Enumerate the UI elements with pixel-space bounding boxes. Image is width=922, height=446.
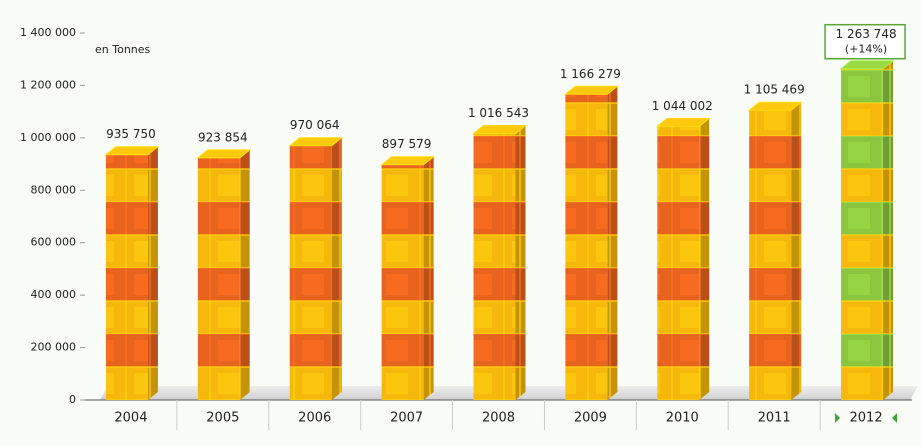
bar-top	[655, 117, 711, 127]
annotation: (+14%)	[845, 43, 887, 56]
bar-top	[747, 101, 803, 111]
bar	[841, 68, 884, 400]
value-label: 1 105 469	[744, 83, 805, 97]
bar	[657, 126, 700, 401]
bar-top	[472, 125, 527, 135]
bar-top	[196, 149, 252, 159]
marker-right	[892, 413, 898, 423]
value-label: 923 854	[198, 130, 248, 144]
bar-top	[380, 156, 436, 166]
bar	[473, 133, 516, 400]
value-label: 970 064	[290, 118, 340, 132]
x-tick-label: 2007	[390, 411, 423, 426]
x-tick-label: 2011	[758, 411, 791, 426]
bar	[381, 164, 424, 400]
y-tick-label: 0	[69, 393, 76, 406]
y-tick-label: 1 400 000	[20, 26, 76, 39]
bar	[289, 145, 332, 400]
marker-left	[835, 413, 841, 423]
bar-side	[791, 102, 802, 400]
bar-side	[147, 146, 158, 400]
x-tick-label: 2004	[114, 411, 147, 426]
bar-side	[883, 60, 894, 400]
bar-side	[423, 156, 434, 400]
x-tick-label: 2009	[574, 411, 607, 426]
bar-side	[699, 118, 710, 401]
x-tick-label: 2010	[666, 411, 699, 426]
x-tick-label: 2006	[298, 411, 331, 426]
x-tick-label: 2008	[482, 411, 515, 426]
value-label: 1 263 748	[836, 27, 897, 41]
y-tick-label: 400 000	[31, 288, 77, 301]
bar	[197, 157, 240, 400]
value-label: 935 750	[106, 127, 156, 141]
unit-label: en Tonnes	[95, 43, 151, 56]
annotation-box	[824, 23, 906, 60]
bar	[565, 94, 608, 401]
y-tick-label: 600 000	[31, 236, 77, 249]
bar-side	[607, 86, 618, 401]
bar	[105, 154, 148, 400]
value-label: 1 016 543	[468, 106, 529, 120]
bar-side	[331, 137, 342, 400]
value-label: 1 044 002	[652, 99, 713, 113]
bar-side	[515, 125, 526, 401]
y-tick-label: 1 200 000	[20, 78, 76, 91]
y-tick-label: 200 000	[31, 341, 77, 354]
bar-top	[288, 137, 344, 147]
y-tick-label: 800 000	[31, 183, 77, 196]
bar	[749, 110, 792, 400]
bar-top	[104, 146, 160, 156]
bar-side	[239, 149, 250, 400]
x-tick-label: 2012	[850, 411, 883, 426]
value-label: 1 166 279	[560, 67, 621, 81]
y-tick-label: 1 000 000	[20, 131, 76, 144]
value-label: 897 579	[382, 137, 432, 151]
x-tick-label: 2005	[206, 411, 239, 426]
bar-top	[839, 60, 895, 70]
bar-top	[563, 85, 619, 95]
